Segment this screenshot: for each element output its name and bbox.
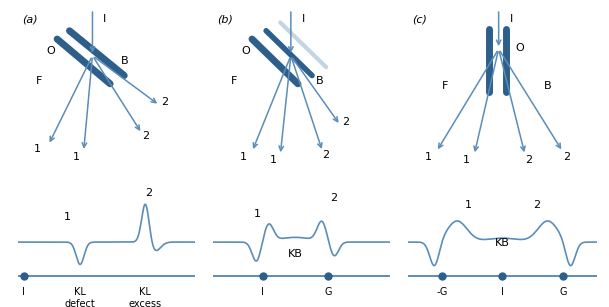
Text: 2: 2 (142, 130, 149, 141)
Text: F: F (231, 76, 237, 86)
Text: I: I (301, 14, 304, 24)
Text: 1: 1 (270, 155, 276, 165)
Text: (b): (b) (217, 14, 233, 24)
Text: KL
excess: KL excess (129, 287, 162, 307)
Text: B: B (315, 76, 323, 86)
Text: O: O (241, 46, 250, 56)
Text: B: B (544, 81, 552, 91)
Text: KB: KB (288, 249, 303, 258)
Text: 2: 2 (526, 155, 532, 165)
Text: 2: 2 (342, 117, 349, 127)
Text: 2: 2 (563, 152, 570, 162)
Text: -G: -G (436, 287, 448, 297)
Text: F: F (442, 81, 448, 91)
Text: (c): (c) (412, 14, 427, 24)
Text: 2: 2 (323, 150, 329, 161)
Text: 1: 1 (465, 200, 472, 210)
Text: 2: 2 (146, 188, 152, 198)
Text: B: B (121, 56, 128, 66)
Text: 1: 1 (463, 155, 470, 165)
Text: (a): (a) (22, 14, 37, 24)
Text: I: I (261, 287, 264, 297)
Text: G: G (559, 287, 566, 297)
Text: KB: KB (495, 238, 510, 248)
Text: G: G (324, 287, 332, 297)
Text: I: I (510, 14, 513, 24)
Text: 1: 1 (73, 152, 80, 162)
Text: O: O (46, 46, 55, 56)
Text: F: F (36, 76, 42, 86)
Text: 1: 1 (425, 152, 432, 162)
Text: 1: 1 (64, 212, 71, 222)
Text: 1: 1 (34, 144, 41, 154)
Text: 1: 1 (240, 152, 247, 162)
Text: 2: 2 (161, 97, 169, 107)
Text: KL
defect: KL defect (65, 287, 96, 307)
Text: I: I (501, 287, 504, 297)
Text: 1: 1 (254, 209, 261, 219)
Text: O: O (516, 43, 524, 53)
Text: I: I (22, 287, 25, 297)
Text: 2: 2 (329, 193, 337, 203)
Text: 2: 2 (533, 200, 540, 210)
Text: I: I (103, 14, 107, 24)
